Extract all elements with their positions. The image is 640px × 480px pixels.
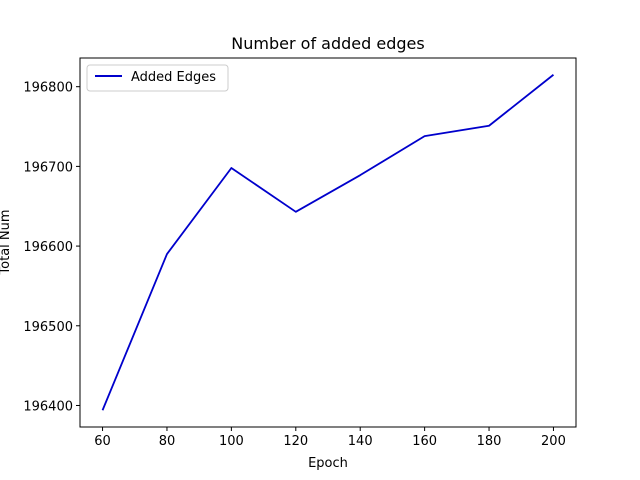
y-tick-label: 196600 bbox=[23, 240, 73, 255]
plot-area bbox=[79, 57, 577, 428]
x-axis-label: Epoch bbox=[308, 456, 348, 471]
chart-title: Number of added edges bbox=[231, 34, 424, 53]
y-axis-ticks: 196400 196500 196600 196700 196800 bbox=[23, 81, 80, 414]
y-tick-label: 196700 bbox=[23, 160, 73, 175]
legend: Added Edges bbox=[86, 64, 229, 92]
x-tick-label: 100 bbox=[219, 434, 244, 449]
x-tick-label: 140 bbox=[348, 434, 373, 449]
x-tick-label: 60 bbox=[94, 434, 111, 449]
y-tick-label: 196500 bbox=[23, 320, 73, 335]
y-tick-label: 196800 bbox=[23, 81, 73, 96]
x-tick-label: 180 bbox=[477, 434, 502, 449]
y-axis-label: Total Num bbox=[0, 209, 13, 275]
legend-label: Added Edges bbox=[131, 70, 216, 85]
x-tick-label: 120 bbox=[283, 434, 308, 449]
series-line-0 bbox=[101, 74, 555, 411]
series-layer bbox=[101, 74, 555, 411]
x-tick-label: 160 bbox=[412, 434, 437, 449]
x-tick-label: 80 bbox=[159, 434, 176, 449]
x-axis-ticks: 60 80 100 120 140 160 180 200 bbox=[94, 427, 566, 449]
x-tick-label: 200 bbox=[541, 434, 566, 449]
y-tick-label: 196400 bbox=[23, 399, 73, 414]
legend-box bbox=[86, 64, 229, 92]
